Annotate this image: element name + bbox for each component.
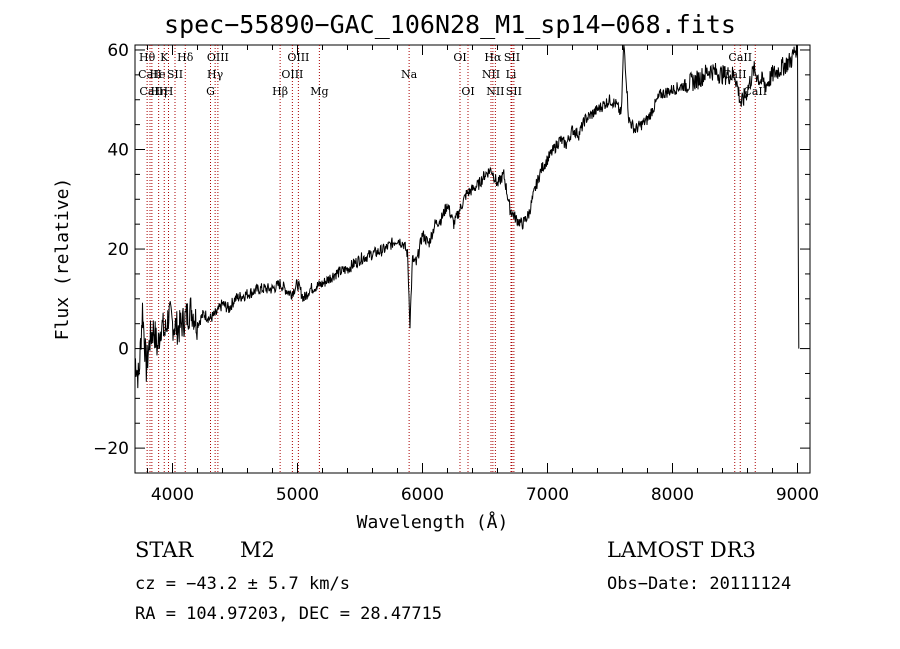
x-tick-label: 5000 xyxy=(276,485,319,505)
spectral-line-label: Hθ xyxy=(139,51,156,64)
x-axis-label: Wavelength (Å) xyxy=(357,511,509,533)
spectral-line-label: OI xyxy=(453,51,466,64)
chart-title: spec−55890−GAC_106N28_M1_sp14−068.fits xyxy=(164,10,736,39)
x-tick-label: 8000 xyxy=(651,485,694,505)
spectral-line-label: Na xyxy=(401,68,418,81)
spectral-line-label: OIII xyxy=(281,68,303,81)
spectral-line-label: Hα xyxy=(484,51,502,64)
spectral-line-label: Li xyxy=(506,68,517,81)
coordinates: RA = 104.97203, DEC = 28.47715 xyxy=(135,604,443,624)
object-class: STAR xyxy=(135,538,194,562)
spectral-line-label: SII xyxy=(167,68,183,81)
spectral-line-label: SII xyxy=(504,51,520,64)
spectral-line-label: G xyxy=(206,85,215,98)
x-tick-label: 9000 xyxy=(776,485,819,505)
y-axis-label: Flux (relative) xyxy=(52,178,73,341)
spectral-line-label: Hβ xyxy=(272,85,288,98)
spectral-line-label: SII xyxy=(506,85,522,98)
survey-label: LAMOST DR3 xyxy=(607,538,756,562)
spectral-line-label: Mg xyxy=(310,85,328,98)
spectral-line-label: Hδ xyxy=(177,51,194,64)
spectral-line-label: CaII xyxy=(723,68,747,81)
spectral-line-label: NII xyxy=(482,68,500,81)
y-tick-label: 60 xyxy=(107,41,129,61)
x-tick-label: 7000 xyxy=(526,485,569,505)
obs-date: Obs−Date: 20111124 xyxy=(607,574,792,594)
spectral-line-label: OIII xyxy=(287,51,309,64)
spectral-line-label: CaII xyxy=(728,51,752,64)
spectral-line-label: CaII xyxy=(138,68,162,81)
y-tick-label: 40 xyxy=(107,141,129,161)
spectral-line-label: CaII xyxy=(139,85,163,98)
spectral-line-label: NII xyxy=(486,85,504,98)
spectral-line-label: OIII xyxy=(207,51,229,64)
spectral-line-label: Hγ xyxy=(207,68,224,81)
cz-value: cz = −43.2 ± 5.7 km/s xyxy=(135,574,350,594)
spectral-line-label: H xyxy=(164,85,174,98)
spectral-line-label: He xyxy=(149,68,165,81)
plot-frame xyxy=(134,44,811,474)
spectral-line-label: CaII xyxy=(743,85,767,98)
y-tick-label: 20 xyxy=(107,240,129,260)
x-tick-label: 6000 xyxy=(401,485,444,505)
spectral-line-label: OI xyxy=(461,85,474,98)
y-tick-label: −20 xyxy=(93,439,129,459)
spectrum-line xyxy=(135,44,800,389)
spectral-line-label: K xyxy=(160,51,169,64)
x-tick-label: 4000 xyxy=(151,485,194,505)
spectral-line-label: Hη xyxy=(151,85,167,98)
y-tick-label: 0 xyxy=(118,340,129,360)
object-subclass: M2 xyxy=(240,538,275,562)
